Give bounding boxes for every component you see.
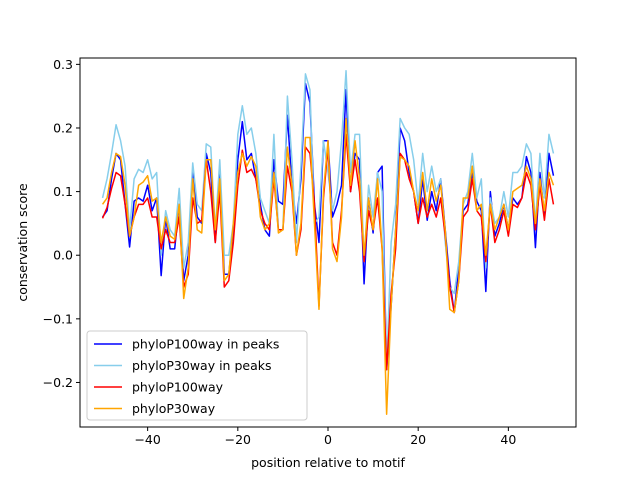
y-tick-label: −0.2 [43,375,73,390]
legend: phyloP100way in peaks phyloP30way in peak… [86,330,308,421]
x-tick-label: −20 [225,432,251,447]
series-line-2 [101,69,555,371]
x-tick-label: −40 [134,432,160,447]
x-axis: −40 −20 0 20 40 [134,427,516,447]
legend-label: phyloP100way [132,380,224,395]
y-axis: −0.2 −0.1 0.0 0.1 0.2 0.3 [43,57,80,390]
x-tick-label: 40 [500,432,516,447]
legend-label: phyloP30way [132,401,216,416]
y-tick-label: 0.2 [53,120,73,135]
y-tick-label: 0.0 [53,248,73,263]
x-tick-label: 20 [410,432,426,447]
legend-label: phyloP30way in peaks [132,358,271,373]
y-axis-label: conservation score [15,183,30,302]
series-line-4 [101,117,555,416]
x-tick-label: 0 [324,432,332,447]
y-tick-label: 0.3 [53,57,73,72]
legend-box [86,330,308,421]
x-axis-label: position relative to motif [251,455,405,470]
series-layer [101,69,555,416]
y-tick-label: 0.1 [53,184,73,199]
legend-label: phyloP100way in peaks [132,337,279,352]
y-tick-label: −0.1 [43,311,73,326]
